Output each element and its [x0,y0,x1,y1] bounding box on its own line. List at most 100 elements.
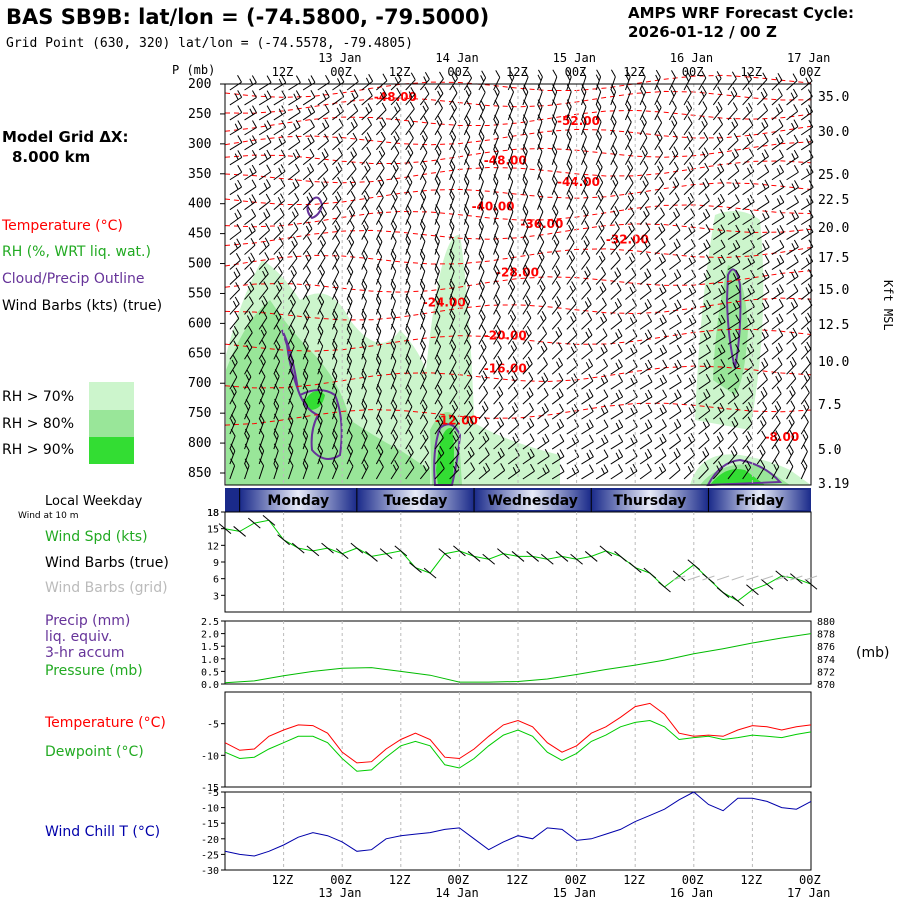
wind-barb [449,369,458,390]
pressure-tick-450: 450 [188,227,211,242]
wind-barb [302,192,314,211]
wind-barb [610,404,624,420]
wind-barb [727,373,740,390]
wind-barb [229,267,241,285]
wind-barb [317,191,328,211]
temp-contour-0 [224,74,812,98]
hour-tick-3: 00Z [447,873,469,887]
wind-barb [317,75,330,91]
wind-barb [478,189,484,210]
wind-barb [507,463,521,480]
model-grid-label: Model Grid ΔX: [2,128,129,146]
temp-contour-8 [224,223,812,246]
wind-barb [581,144,588,165]
temp-contour-7 [224,204,812,228]
wind-barb [712,86,723,106]
wind-barb [522,129,528,150]
wind-barb [639,374,653,390]
wind-barb [683,146,694,166]
wind-barb [478,99,486,121]
wind-barb [346,89,359,106]
wind-barb-10m [760,578,774,590]
wind-barb [757,239,770,255]
hour-tick-0: 12Z [272,873,294,887]
wind-barb [244,340,253,360]
wind-barb [390,264,397,285]
wind-barb [478,249,485,270]
wind-barb [375,264,382,285]
pressure-tick-350: 350 [188,167,211,182]
wind-barb [507,294,516,315]
temp-contour-label-12: -8.00 [765,430,800,444]
wind-barb [698,162,710,181]
wind-barb [361,132,372,151]
wind-barb [346,383,353,405]
wind-barb [639,344,653,360]
wind-barb [654,176,665,196]
wind-barb [361,205,370,225]
wind-barb [712,432,724,450]
wind-barb [346,413,353,435]
wind-barb [507,189,514,210]
wind-barb [786,119,799,136]
wind-barb [771,342,783,360]
wind-barb [317,413,323,435]
wind-barb [800,385,810,405]
wind-barb [625,221,636,240]
rh-area-8 [305,391,325,410]
wind-barb [493,417,505,435]
wind-barb [463,400,474,420]
wind-barb [757,179,770,196]
temperature-line [224,702,812,764]
wind-barb [375,398,383,420]
wind-barb [683,223,696,240]
wind-barb [361,279,368,300]
wind-barb [493,129,499,151]
wind-barb [610,205,620,225]
wind-barb [273,339,281,360]
wind-barb [756,328,769,345]
wind-barb [463,264,470,285]
wind-barb [258,295,268,315]
wind-barb [625,283,637,300]
wind-barb [463,159,470,180]
wind-barb [727,86,738,106]
wind-barb [639,448,653,465]
wind-barb-grid [731,575,744,581]
wind-barb [434,159,442,180]
wind-barb [727,387,740,405]
kft-msl-label: Kft MSL [881,280,895,331]
weekday-cell-3 [591,490,709,510]
wind-barb [786,269,799,285]
wind-barb [375,160,385,181]
wind-barb-10m [453,545,466,557]
wind-barb [244,458,250,480]
wind-barb [742,118,754,136]
wind-barb [302,250,312,270]
wind-barb [771,210,785,226]
wind-barb [273,324,281,345]
wind-barb [405,234,412,255]
wind-barb [713,402,725,420]
wind-barb [405,399,413,420]
wind-barb [712,117,724,136]
wind-barb [771,459,780,480]
wind-barb [244,281,255,300]
cloud-outline-2 [433,423,462,486]
wind-barb [581,327,593,345]
wind-barb [551,434,565,450]
wind-barb [375,459,384,480]
wind-barb [244,120,257,136]
wind-barb [654,433,667,450]
wind-barb [713,299,726,315]
wind-barb [522,84,529,106]
wind-barb [390,338,397,360]
wind-barb [698,284,711,300]
wind-barb [551,403,564,420]
wind-barb [405,87,416,106]
wind-barb [493,386,504,405]
wind-barb [595,449,609,465]
wind-barb [449,385,458,405]
wind-barb [273,458,279,480]
wind-barb [449,100,457,121]
